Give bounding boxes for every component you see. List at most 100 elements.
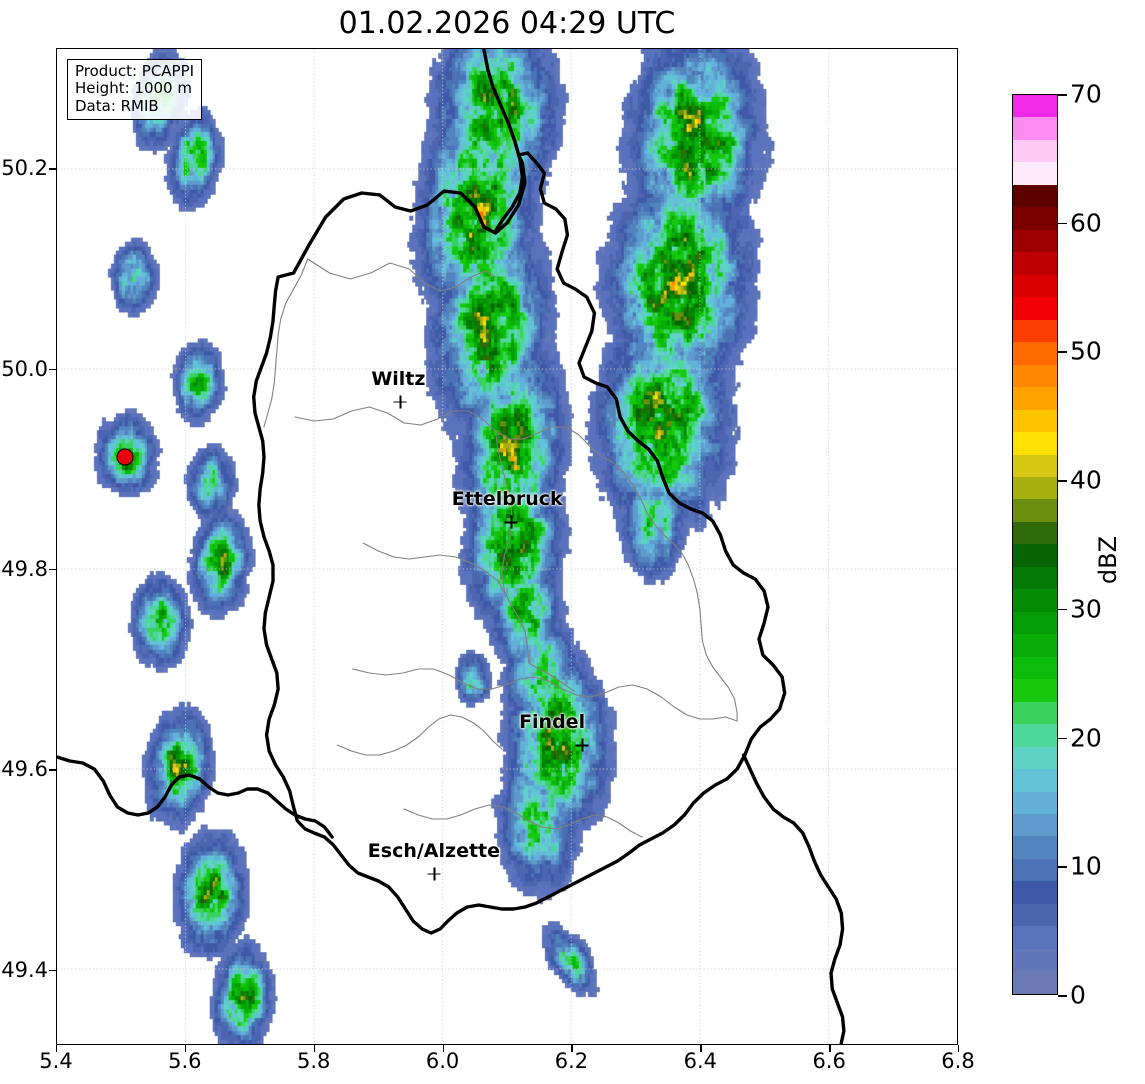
colorbar-band (1013, 454, 1057, 477)
colorbar-band (1013, 229, 1057, 253)
colorbar-band (1013, 139, 1057, 163)
page-title: 01.02.2026 04:29 UTC (338, 6, 676, 41)
x-tick-label: 6.6 (812, 1049, 846, 1073)
city-marker-icon (504, 515, 518, 529)
y-tick-label: 50.2 (1, 156, 48, 181)
info-data: Data: RMIB (75, 96, 159, 115)
colorbar-tick-label: 20 (1070, 723, 1102, 753)
x-tick-mark (184, 1045, 187, 1052)
colorbar-band (1013, 769, 1057, 792)
y-tick-mark (49, 569, 56, 571)
colorbar-tick-mark (1058, 866, 1067, 868)
city-marker-icon (393, 395, 407, 409)
x-tick-mark (56, 1045, 58, 1052)
x-tick-label: 5.6 (168, 1049, 202, 1073)
colorbar-tick-mark (1058, 480, 1067, 482)
colorbar-band (1013, 903, 1057, 927)
colorbar-band (1013, 95, 1057, 118)
x-tick-mark (571, 1045, 573, 1052)
grid-layer (57, 49, 957, 1044)
colorbar-band (1013, 791, 1057, 814)
y-tick-mark (49, 368, 56, 371)
colorbar-band (1013, 814, 1057, 837)
colorbar-band (1013, 364, 1057, 388)
city-label-findel: Findel (519, 711, 586, 734)
colorbar-band (1013, 207, 1057, 230)
x-tick-label: 5.4 (39, 1049, 73, 1073)
x-tick-mark (313, 1045, 316, 1052)
x-tick-label: 6.0 (425, 1049, 460, 1073)
colorbar-tick-label: 40 (1070, 465, 1102, 495)
info-product: Product: PCAPPI (75, 62, 195, 80)
colorbar-band (1013, 858, 1057, 882)
colorbar-band (1013, 184, 1057, 208)
colorbar-tick-mark (1058, 608, 1067, 611)
colorbar-band (1013, 836, 1057, 859)
colorbar-band (1013, 701, 1057, 725)
y-tick-mark (49, 168, 56, 170)
x-tick-label: 6.8 (941, 1049, 975, 1073)
colorbar-tick-label: 0 (1070, 980, 1086, 1010)
city-label-wiltz: Wiltz (371, 367, 426, 390)
colorbar-tick-mark (1058, 351, 1067, 354)
colorbar-title: dBZ (1094, 535, 1122, 585)
colorbar[interactable] (1012, 94, 1058, 995)
y-tick-mark (49, 769, 56, 771)
city-labels-layer: Wiltz Ettelbruck Findel Esch/Alzette (57, 49, 957, 1044)
colorbar-tick-label: 60 (1070, 208, 1102, 238)
colorbar-band (1013, 409, 1057, 433)
y-tick-label: 50.0 (1, 356, 48, 381)
colorbar-band (1013, 499, 1057, 522)
colorbar-tick-mark (1058, 222, 1067, 225)
y-tick-label: 49.8 (1, 557, 48, 582)
x-tick-label: 6.2 (554, 1049, 589, 1073)
y-tick-label: 49.4 (1, 957, 48, 982)
colorbar-band (1013, 611, 1057, 635)
x-tick-label: 6.4 (683, 1049, 717, 1073)
colorbar-band (1013, 476, 1057, 500)
colorbar-band (1013, 881, 1057, 904)
colorbar-tick-mark (1058, 995, 1067, 997)
colorbar-band (1013, 589, 1057, 612)
city-marker-icon (575, 738, 589, 752)
colorbar-tick-label: 30 (1070, 594, 1102, 624)
colorbar-tick-mark (1058, 737, 1067, 740)
colorbar-tick-mark (1058, 94, 1067, 96)
colorbar-band (1013, 679, 1057, 702)
colorbar-tick-label: 70 (1070, 79, 1102, 109)
x-tick-mark (700, 1045, 702, 1052)
y-tick-label: 49.6 (1, 757, 48, 782)
radar-site-marker-icon (116, 448, 134, 466)
colorbar-band (1013, 566, 1057, 590)
colorbar-band (1013, 948, 1057, 972)
colorbar-band (1013, 432, 1057, 455)
colorbar-band (1013, 746, 1057, 770)
info-height: Height: 1000 m (75, 79, 192, 98)
colorbar-band (1013, 544, 1057, 567)
city-label-esch-alzette: Esch/Alzette (367, 839, 501, 862)
x-tick-mark (829, 1045, 831, 1052)
colorbar-band (1013, 342, 1057, 365)
x-tick-mark (958, 1045, 960, 1052)
radar-plot-area[interactable]: Wiltz Ettelbruck Findel Esch/Alzette Produc… (56, 48, 958, 1045)
colorbar-band (1013, 274, 1057, 298)
colorbar-band (1013, 656, 1057, 680)
y-tick-mark (49, 969, 56, 972)
colorbar-tick-label: 10 (1070, 851, 1102, 881)
x-tick-mark (442, 1045, 444, 1052)
colorbar-band (1013, 117, 1057, 140)
colorbar-band (1013, 297, 1057, 320)
colorbar-band (1013, 252, 1057, 275)
colorbar-tick-label: 50 (1070, 336, 1102, 366)
colorbar-band (1013, 634, 1057, 657)
colorbar-band (1013, 724, 1057, 747)
city-label-ettelbruck: Ettelbruck (451, 487, 563, 510)
colorbar-band (1013, 319, 1057, 343)
product-info-box: Product: PCAPPI Height: 1000 m Data: RMI… (67, 59, 203, 121)
colorbar-band (1013, 162, 1057, 185)
map-border-layer (57, 49, 846, 1044)
x-tick-label: 5.8 (297, 1049, 331, 1073)
city-marker-icon (427, 867, 441, 881)
colorbar-band (1013, 971, 1057, 994)
colorbar-band (1013, 926, 1057, 949)
